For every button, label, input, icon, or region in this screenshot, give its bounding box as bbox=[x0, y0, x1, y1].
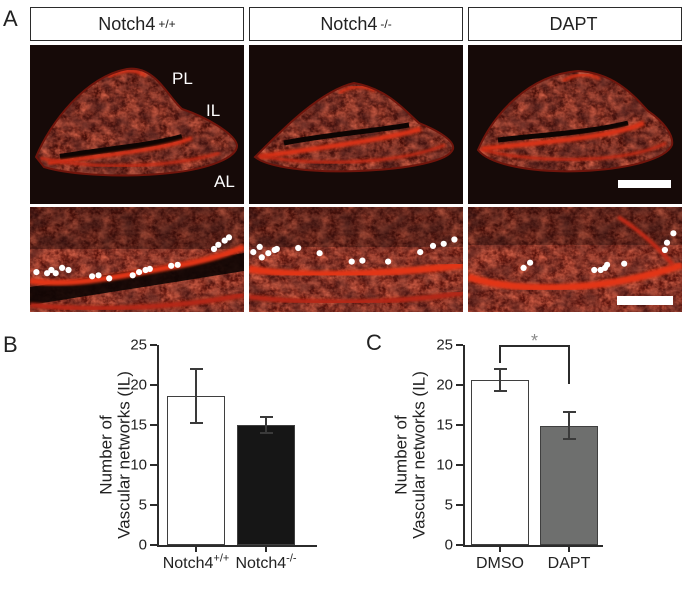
column-header-label: Notch4 bbox=[98, 13, 156, 34]
x-category-label: Notch4+/+ bbox=[162, 552, 230, 572]
micrograph-notch4-wt-whole: PL IL AL bbox=[30, 45, 244, 204]
vascular-network-dots bbox=[520, 230, 677, 274]
micrograph-dapt-whole bbox=[468, 45, 682, 204]
bar-Notch4-/- bbox=[237, 425, 295, 545]
region-label-al: AL bbox=[214, 172, 235, 191]
y-tick-label: 15 bbox=[436, 416, 453, 434]
column-header-label: Notch4 bbox=[320, 13, 378, 34]
significance-asterisk: * bbox=[530, 331, 539, 351]
x-category-label: DMSO bbox=[476, 555, 524, 572]
micrograph-notch4-ko-zoom bbox=[249, 207, 463, 312]
y-tick-label: 10 bbox=[130, 456, 147, 474]
x-category-label: DAPT bbox=[547, 555, 591, 572]
y-axis-label: Number of Vascular networks (IL) bbox=[96, 371, 134, 539]
bar-DAPT bbox=[540, 425, 598, 545]
vascular-network-dots bbox=[33, 234, 233, 282]
y-axis-label: Number of Vascular networks (IL) bbox=[391, 371, 429, 539]
column-header-notch4-ko: Notch4 -/- bbox=[249, 7, 463, 41]
scale-bar bbox=[617, 296, 673, 305]
scale-bar bbox=[618, 180, 671, 188]
micrograph-dapt-zoom bbox=[468, 207, 682, 312]
column-header-notch4-wt: Notch4 +/+ bbox=[30, 7, 244, 41]
column-header-dapt: DAPT bbox=[468, 7, 682, 41]
region-label-pl: PL bbox=[172, 69, 193, 88]
bar-chart-notch4: Number of Vascular networks (IL) 0 5 10 15 20… bbox=[60, 336, 340, 589]
panel-b-letter: B bbox=[3, 332, 18, 357]
vascular-network-dots bbox=[250, 236, 458, 265]
y-tick-label: 0 bbox=[138, 536, 147, 554]
column-header-label: DAPT bbox=[549, 13, 598, 34]
x-category-label: Notch4-/- bbox=[235, 552, 297, 572]
y-tick-label: 20 bbox=[130, 376, 147, 394]
plot-area: 0 5 10 15 20 25 Notch4+/+ Notch4-/- bbox=[130, 337, 317, 572]
y-tick-label: 25 bbox=[436, 336, 453, 354]
bar-DMSO bbox=[471, 380, 529, 545]
bar-chart-dapt: Number of Vascular networks (IL) 0 5 10 15 20… bbox=[380, 331, 660, 589]
panel-c-letter: C bbox=[366, 330, 382, 355]
y-tick-label: 25 bbox=[130, 336, 147, 354]
panel-a-letter: A bbox=[3, 6, 18, 31]
plot-area: 0 5 10 15 20 25 DMSO DAPT * bbox=[436, 331, 603, 572]
y-tick-label: 20 bbox=[436, 376, 453, 394]
micrograph-notch4-ko-whole bbox=[249, 45, 463, 204]
region-label-il: IL bbox=[206, 101, 220, 120]
y-tick-label: 5 bbox=[138, 496, 147, 514]
y-tick-label: 0 bbox=[444, 536, 453, 554]
micrograph-notch4-wt-zoom bbox=[30, 207, 244, 312]
y-tick-label: 5 bbox=[444, 496, 453, 514]
y-tick-label: 15 bbox=[130, 416, 147, 434]
y-tick-label: 10 bbox=[436, 456, 453, 474]
